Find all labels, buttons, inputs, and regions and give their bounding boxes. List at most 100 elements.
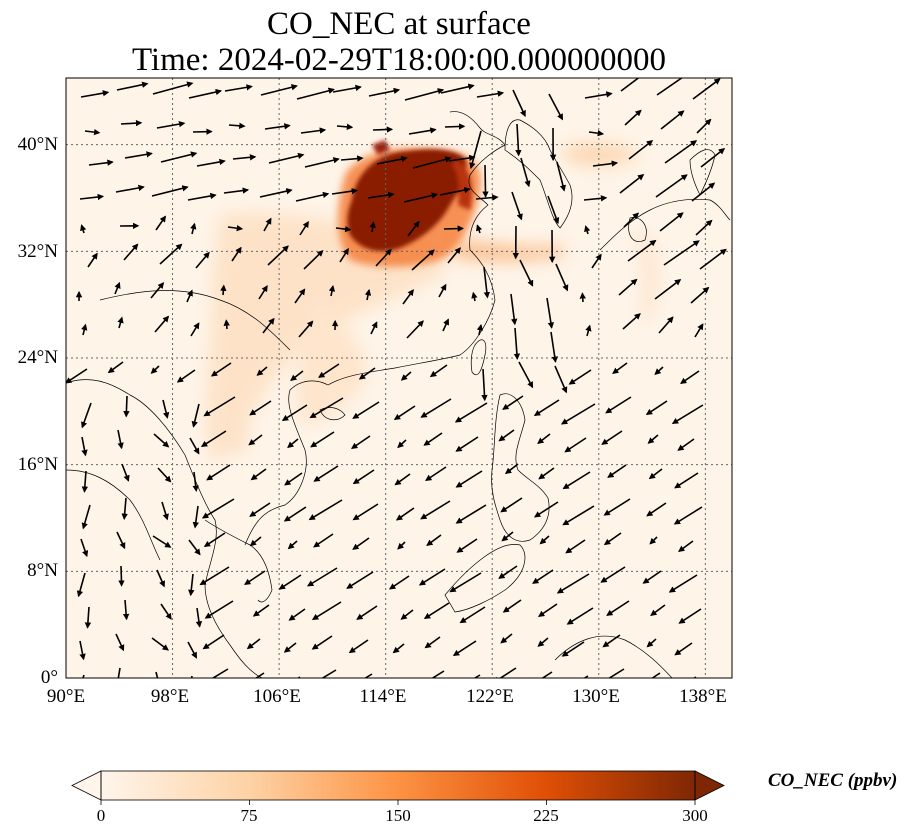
wind-arrow — [348, 639, 369, 654]
wind-arrow — [369, 221, 376, 233]
wind-arrow — [120, 119, 143, 127]
map-timestamp: Time: 2024-02-29T18:00:00.000000000 — [131, 42, 667, 78]
wind-arrow — [114, 281, 121, 295]
wind-arrow — [397, 439, 407, 449]
wind-arrow — [156, 569, 165, 588]
wind-arrow — [696, 118, 712, 134]
wind-arrow — [408, 127, 437, 135]
wind-arrow — [307, 567, 338, 587]
wind-arrow — [680, 370, 700, 384]
wind-arrow — [592, 160, 619, 167]
wind-arrow — [550, 331, 558, 363]
wind-arrow — [199, 566, 230, 586]
wind-arrow — [176, 369, 196, 383]
lat-tick-40: 40°N — [17, 134, 58, 155]
wind-arrow — [389, 575, 410, 590]
wind-arrow — [284, 472, 303, 486]
wind-arrow — [456, 538, 478, 553]
wind-arrow — [187, 192, 217, 201]
gridlines — [66, 78, 732, 678]
wind-vectors — [66, 78, 727, 678]
wind-arrow — [650, 604, 666, 616]
wind-arrow — [554, 365, 568, 394]
wind-arrow — [690, 286, 710, 304]
wind-arrow — [331, 187, 359, 195]
wind-arrow — [310, 431, 335, 448]
wind-arrow — [619, 174, 645, 194]
wind-arrow — [393, 405, 416, 421]
wind-arrow — [475, 194, 499, 201]
wind-arrow — [188, 573, 195, 597]
wind-arrow — [444, 123, 466, 130]
wind-arrow — [459, 606, 486, 624]
wind-arrow — [431, 670, 445, 678]
wind-arrow — [482, 164, 489, 198]
wind-arrow — [223, 319, 230, 330]
wind-arrow — [691, 182, 716, 202]
wind-arrow — [447, 247, 461, 264]
lon-tick-90: 90°E — [46, 686, 86, 707]
wind-arrow — [298, 320, 314, 338]
wind-arrow — [321, 669, 337, 678]
wind-arrow — [442, 318, 450, 332]
wind-arrow — [655, 174, 688, 198]
wind-arrow — [228, 122, 246, 129]
wind-arrow — [424, 636, 441, 649]
lon-tick-138: 138°E — [679, 686, 727, 707]
wind-arrow — [151, 637, 169, 651]
wind-arrow — [673, 506, 703, 525]
wind-arrow — [646, 638, 657, 648]
wind-arrow — [339, 248, 349, 263]
wind-arrow — [602, 634, 621, 648]
colorbar — [71, 770, 725, 805]
wind-arrow — [224, 84, 253, 92]
wind-arrow — [246, 638, 261, 650]
wind-arrow — [155, 215, 167, 231]
wind-arrow — [356, 605, 378, 620]
wind-arrow — [352, 401, 380, 419]
wind-arrow — [532, 569, 554, 584]
colorbar-tick-0: 0 — [96, 806, 106, 825]
wind-arrow — [406, 320, 424, 339]
wind-arrow — [513, 327, 521, 361]
wind-arrow — [426, 534, 442, 546]
wind-arrow — [502, 395, 524, 410]
lon-tick-122: 122°E — [466, 686, 514, 707]
wind-arrow — [649, 536, 658, 545]
wind-arrow — [81, 402, 92, 429]
wind-arrow — [80, 538, 89, 558]
wind-arrow — [660, 110, 685, 130]
wind-arrow — [121, 497, 128, 520]
wind-arrow — [299, 221, 309, 236]
wind-arrow — [308, 499, 343, 521]
wind-arrow — [328, 284, 336, 297]
wind-arrow — [84, 128, 101, 136]
wind-arrow — [80, 224, 87, 234]
wind-arrow — [515, 123, 522, 157]
wind-arrow — [367, 191, 395, 199]
wind-arrow — [443, 225, 465, 232]
wind-arrow — [500, 497, 523, 513]
wind-arrow — [659, 212, 684, 232]
wind-arrow — [376, 155, 408, 165]
wind-arrow — [448, 154, 476, 162]
wind-arrow — [152, 81, 194, 95]
wind-arrow — [81, 436, 88, 457]
wind-arrow — [537, 433, 551, 444]
wind-arrow — [249, 400, 272, 416]
wind-arrow — [278, 574, 302, 590]
wind-arrow — [195, 607, 203, 628]
wind-arrow — [556, 161, 566, 192]
colorbar-gradient — [101, 771, 695, 800]
wind-arrow — [627, 239, 657, 262]
wind-arrow — [622, 313, 641, 330]
wind-arrow — [313, 533, 334, 548]
wind-arrow — [206, 464, 231, 481]
wind-arrow — [201, 498, 235, 519]
wind-arrow — [565, 539, 586, 554]
wind-arrow — [335, 225, 352, 233]
wind-arrow — [674, 472, 699, 489]
wind-arrow — [84, 606, 92, 629]
wind-arrow — [579, 292, 586, 303]
